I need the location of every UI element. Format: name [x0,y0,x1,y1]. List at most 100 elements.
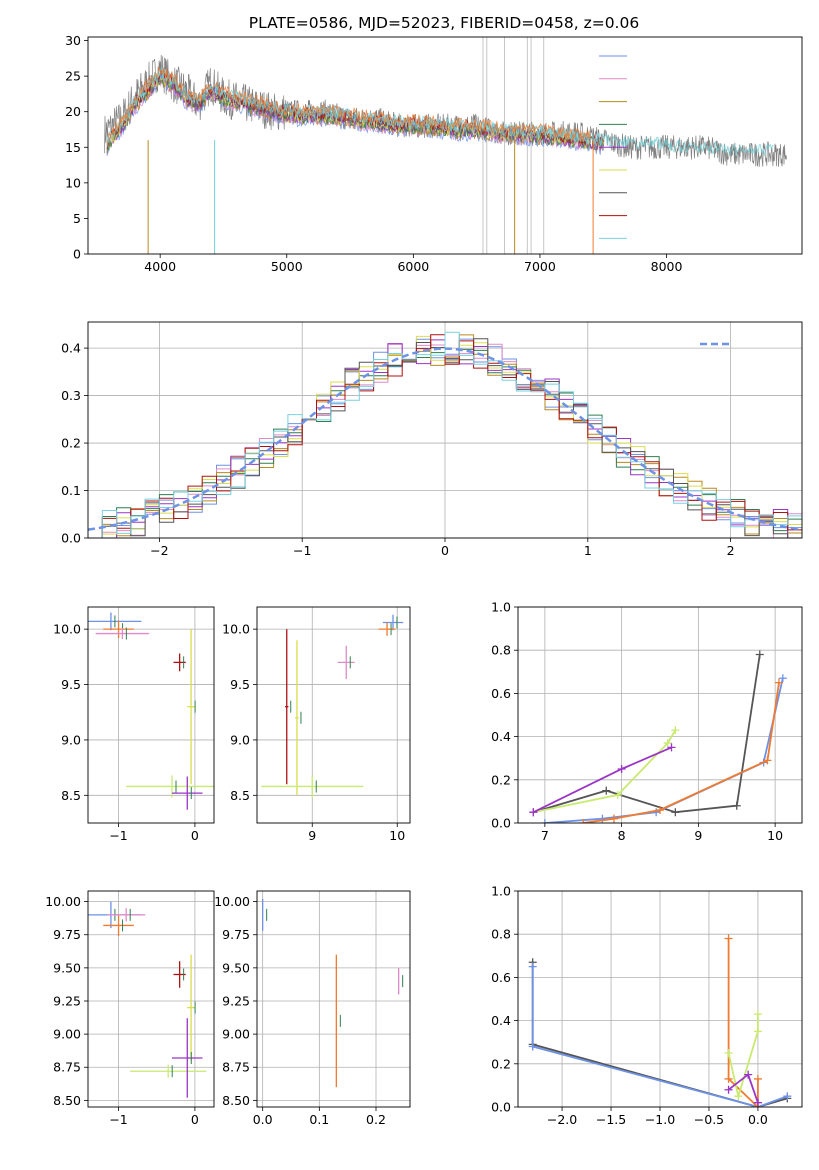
x-tick-label: 2 [727,543,735,558]
x-tick-label: −2.0 [547,1112,577,1127]
mass-weight-marker [753,1074,762,1083]
y-tick-label: 0.4 [491,1013,511,1028]
model-spectrum-line [106,66,591,146]
y-tick-label: 0.3 [61,388,81,403]
x-tick-label: −1.0 [645,1112,675,1127]
y-tick-label: 0.8 [491,643,511,658]
y-tick-label: 5 [73,211,81,226]
x-tick-label: −1 [293,543,311,558]
y-tick-label: 8.50 [222,1093,250,1108]
x-tick-label: −1 [109,1112,127,1127]
y-tick-label: 0.0 [491,816,511,831]
panel-mass-weight-vs-age: 7 8 9 10 0.0 0.2 0.4 0.6 0.8 1.0 [491,600,803,843]
y-tick-label: 10.0 [222,622,250,637]
y-tick-label: 0.0 [61,531,81,546]
x-tick-label: 0.0 [748,1112,768,1127]
mass-weight-marker [724,1074,733,1083]
data-spectrum-line [104,54,787,167]
histogram-series [88,331,802,538]
model-spectrum-line [106,66,774,157]
y-tick-label: 0.6 [491,686,511,701]
y-tick-label: 0.8 [491,927,511,942]
plot-area-residual-histogram [88,331,802,538]
y-tick-label: 8.50 [53,1093,81,1108]
y-tick-label: 10.0 [53,622,81,637]
axes-frame [517,890,803,1108]
axes-frame [87,606,215,824]
mass-weight-marker [540,819,549,823]
plot-area-mass-vs-z [88,901,207,1098]
plot-area-age-vs-z [88,612,214,810]
panel-spectrum: 4000 5000 6000 7000 8000 0 5 10 15 20 25 30 [65,33,803,274]
y-tick-label: 0 [73,247,81,262]
y-tick-label: 8.5 [61,788,81,803]
y-tick-label: 10 [65,175,81,190]
y-tick-label: 9.0 [230,732,250,747]
mass-weight-marker [656,806,664,815]
x-tick-label: 10 [389,828,405,843]
mass-weight-marker [663,739,672,748]
x-tick-label: 9 [308,828,316,843]
y-tick-label: 9.25 [222,993,250,1008]
mass-weight-marker [528,962,537,971]
x-tick-label: 5000 [271,259,303,274]
panel-mass-vs-ebv: 0.0 0.1 0.2 8.50 8.75 9.00 9.25 9.50 9.75 10.00 [214,890,411,1127]
mass-weight-line [728,1073,759,1103]
y-tick-label: 8.75 [53,1060,81,1075]
normal-reference-curve [88,347,802,531]
y-tick-label: 0.4 [61,341,81,356]
y-tick-label: 20 [65,104,81,119]
x-tick-label: −0.5 [694,1112,724,1127]
mass-weight-line [727,1014,759,1100]
y-tick-label: 10.00 [45,894,81,909]
axes-frame [256,606,411,824]
mass-weight-marker [724,1085,733,1094]
x-tick-label: −1.5 [596,1112,626,1127]
mass-weight-marker [667,743,676,752]
mass-weight-line [533,654,761,814]
figure-title: PLATE=0586, MJD=52023, FIBERID=0458, z=0… [249,14,639,32]
mass-weight-line [583,682,780,823]
x-tick-label: −2 [150,543,168,558]
mass-weight-marker [753,1027,762,1036]
y-tick-label: 9.75 [222,927,250,942]
y-tick-label: 15 [65,140,81,155]
mass-weight-marker [778,674,787,683]
x-tick-label: 0 [441,543,449,558]
x-tick-label: 8000 [651,259,683,274]
x-tick-label: 1 [584,543,592,558]
y-tick-label: 8.75 [222,1060,250,1075]
mass-weight-marker [724,934,733,943]
mass-weight-marker [598,814,607,823]
x-tick-label: 8 [618,828,626,843]
y-tick-label: 0.1 [61,483,81,498]
y-tick-label: 0.6 [491,970,511,985]
x-tick-label: 0.2 [366,1112,386,1127]
y-tick-label: 0.0 [491,1100,511,1115]
mass-weight-marker [602,786,611,795]
panel-age-vs-mass: 9 10 8.5 9.0 9.5 10.0 [222,606,411,843]
x-tick-label: 7000 [524,259,556,274]
plot-area-mass-vs-ebv [262,898,404,1088]
x-tick-label: 4000 [144,259,176,274]
mass-weight-marker [744,1070,753,1079]
y-tick-label: 9.0 [61,732,81,747]
mass-weight-marker [529,808,538,817]
mass-weight-marker [753,1098,762,1107]
axes-frame [517,606,803,824]
panel-mass-weight-vs-z: −2.0 −1.5 −1.0 −0.5 0.0 0.0 0.2 0.4 0.6 0.8 1.0 [491,884,803,1127]
x-tick-label: 0.1 [309,1112,329,1127]
panel-residual-histogram: −2 −1 0 1 2 0.0 0.1 0.2 0.3 0.4 [61,321,803,558]
y-tick-label: 9.5 [230,677,250,692]
y-tick-label: 1.0 [491,600,511,615]
y-tick-label: 9.00 [53,1027,81,1042]
mass-weight-marker [732,801,741,810]
y-tick-label: 8.5 [230,788,250,803]
axes-frame [87,321,803,539]
y-tick-label: 9.25 [53,993,81,1008]
mass-weight-marker [609,814,618,823]
mass-weight-marker [579,819,588,823]
x-tick-label: −1 [109,828,127,843]
x-tick-label: 0.0 [253,1112,273,1127]
